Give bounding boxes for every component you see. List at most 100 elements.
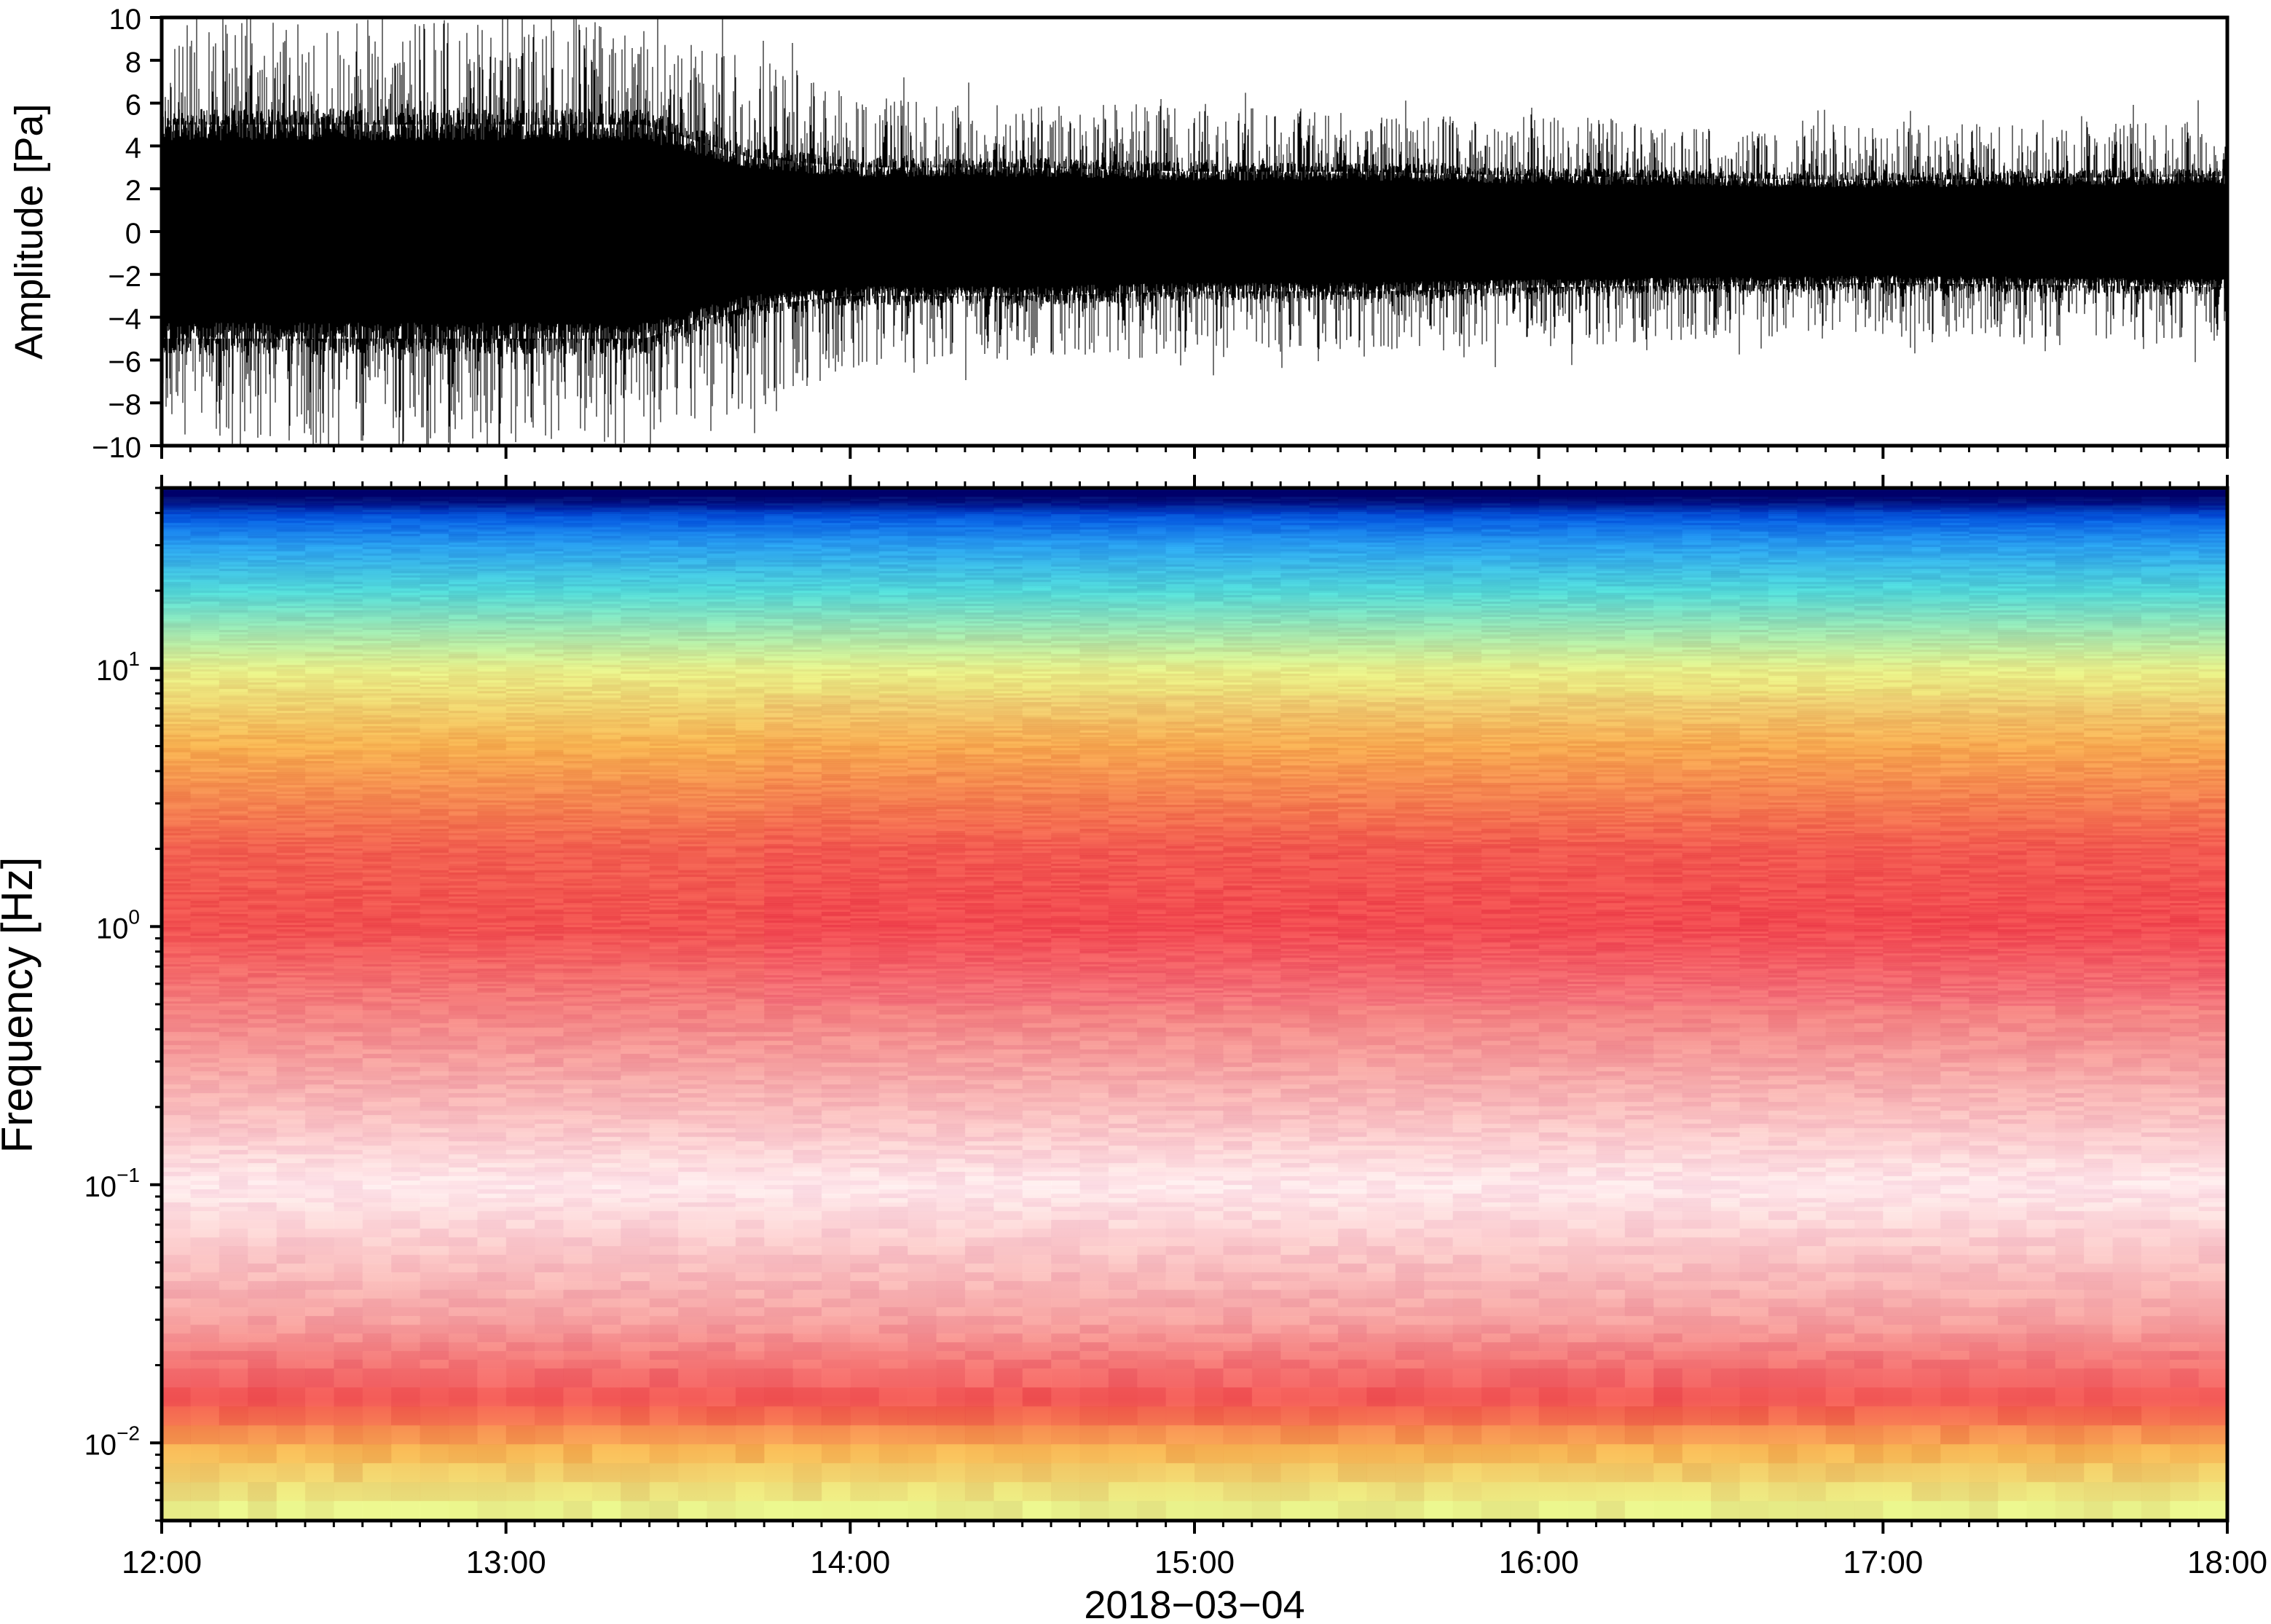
spectrogram-cell bbox=[190, 1119, 220, 1124]
spectrogram-cell bbox=[391, 990, 421, 993]
spectrogram-cell bbox=[477, 595, 507, 598]
spectrogram-cell bbox=[248, 748, 278, 751]
spectrogram-cell bbox=[362, 835, 392, 838]
spectrogram-cell bbox=[362, 971, 392, 974]
spectrogram-cell bbox=[448, 737, 478, 740]
spectrogram-cell bbox=[563, 811, 593, 814]
spectrogram-cell bbox=[219, 776, 248, 779]
spectrogram-cell bbox=[248, 890, 278, 893]
spectrogram-cell bbox=[477, 1207, 507, 1212]
spectrogram-cell bbox=[362, 1463, 392, 1483]
spectrogram-cell bbox=[219, 564, 248, 567]
spectrogram-cell bbox=[420, 984, 449, 987]
spectrogram-cell bbox=[248, 1132, 278, 1138]
spectrogram-cell bbox=[190, 1032, 220, 1037]
spectrogram-cell bbox=[304, 540, 334, 543]
spectrogram-cell bbox=[420, 846, 449, 849]
spectrogram-cell bbox=[162, 1237, 191, 1247]
spectrogram-cell bbox=[219, 717, 248, 720]
spectrogram-cell bbox=[535, 761, 564, 764]
spectrogram-cell bbox=[535, 835, 564, 838]
spectrogram-cell bbox=[162, 925, 191, 928]
spectrogram-cell bbox=[162, 1229, 191, 1238]
spectrogram-cell bbox=[276, 1264, 306, 1273]
spectrogram-cell bbox=[448, 761, 478, 764]
spectrogram-cell bbox=[276, 678, 306, 681]
spectrogram-cell bbox=[190, 656, 220, 659]
spectrogram-cell bbox=[448, 905, 478, 908]
spectrogram-cell bbox=[248, 1202, 278, 1207]
spectrogram-cell bbox=[448, 781, 478, 784]
spectrogram-cell bbox=[248, 964, 278, 967]
spectrogram-cell bbox=[477, 986, 507, 989]
spectrogram-cell bbox=[563, 606, 593, 609]
spectrogram-cell bbox=[248, 877, 278, 880]
spectrogram-cell bbox=[591, 942, 621, 945]
spectrogram-cell bbox=[477, 671, 507, 674]
spectrogram-cell bbox=[563, 575, 593, 578]
spectrogram-cell bbox=[162, 940, 191, 943]
spectrogram-cell bbox=[448, 1119, 478, 1124]
spectrogram-cell bbox=[477, 905, 507, 908]
spectrogram-cell bbox=[304, 615, 334, 618]
spectrogram-cell bbox=[591, 857, 621, 860]
spectrogram-cell bbox=[162, 525, 191, 528]
spectrogram-cell bbox=[276, 774, 306, 777]
spectrogram-cell bbox=[477, 733, 507, 736]
spectrogram-cell bbox=[162, 553, 191, 556]
spectrogram-cell bbox=[420, 1032, 449, 1037]
spectrogram-cell bbox=[362, 938, 392, 941]
spectrogram-cell bbox=[591, 774, 621, 777]
spectrogram-cell bbox=[248, 1146, 278, 1151]
spectrogram-cell bbox=[219, 1159, 248, 1164]
spectrogram-cell bbox=[219, 1290, 248, 1299]
spectrogram-cell bbox=[535, 888, 564, 891]
spectrogram-cell bbox=[420, 652, 449, 655]
spectrogram-cell bbox=[276, 1360, 306, 1369]
spectrogram-cell bbox=[591, 752, 621, 755]
spectrogram-cell bbox=[162, 783, 191, 786]
spectrogram-cell bbox=[362, 665, 392, 668]
spectrogram-cell bbox=[162, 829, 191, 832]
spectrogram-cell bbox=[276, 1272, 306, 1282]
spectrogram-cell bbox=[190, 551, 220, 554]
spectrogram-cell bbox=[391, 556, 421, 559]
spectrogram-cell bbox=[535, 820, 564, 823]
spectrogram-cell bbox=[362, 586, 392, 589]
spectrogram-cell bbox=[420, 781, 449, 784]
spectrogram-cell bbox=[162, 1097, 191, 1103]
spectrogram-cell bbox=[505, 988, 535, 991]
spectrogram-cell bbox=[448, 1180, 478, 1186]
spectrogram-cell bbox=[276, 617, 306, 620]
spectrogram-cell bbox=[304, 1207, 334, 1212]
spectrogram-cell bbox=[219, 811, 248, 814]
spectrogram-cell bbox=[219, 608, 248, 611]
spectrogram-cell bbox=[477, 634, 507, 637]
spectrogram-cell bbox=[334, 669, 363, 672]
spectrogram-cell bbox=[448, 580, 478, 583]
spectrogram-cell bbox=[276, 827, 306, 829]
spectrogram-cell bbox=[190, 606, 220, 609]
spectrogram-cell bbox=[391, 1387, 421, 1407]
spectrogram-cell bbox=[535, 872, 564, 875]
spectrogram-cell bbox=[276, 1281, 306, 1290]
spectrogram-cell bbox=[477, 995, 507, 998]
spectrogram-cell bbox=[248, 1137, 278, 1142]
spectrogram-cell bbox=[477, 549, 507, 552]
spectrogram-cell bbox=[505, 829, 535, 832]
spectrogram-cell bbox=[591, 595, 621, 598]
spectrogram-cell bbox=[448, 958, 478, 961]
spectrogram-cell bbox=[591, 698, 621, 701]
spectrogram-cell bbox=[535, 1272, 564, 1282]
spectrogram-cell bbox=[391, 875, 421, 878]
spectrogram-cell bbox=[334, 993, 363, 996]
spectrogram-cell bbox=[276, 883, 306, 886]
spectrogram-cell bbox=[420, 1463, 449, 1483]
spectrogram-cell bbox=[448, 623, 478, 626]
spectrogram-cell bbox=[276, 842, 306, 845]
spectrogram-cell bbox=[505, 669, 535, 672]
spectrogram-cell bbox=[591, 805, 621, 808]
spectrogram-cell bbox=[563, 818, 593, 821]
spectrogram-cell bbox=[219, 901, 248, 904]
spectrogram-cell bbox=[391, 521, 421, 524]
